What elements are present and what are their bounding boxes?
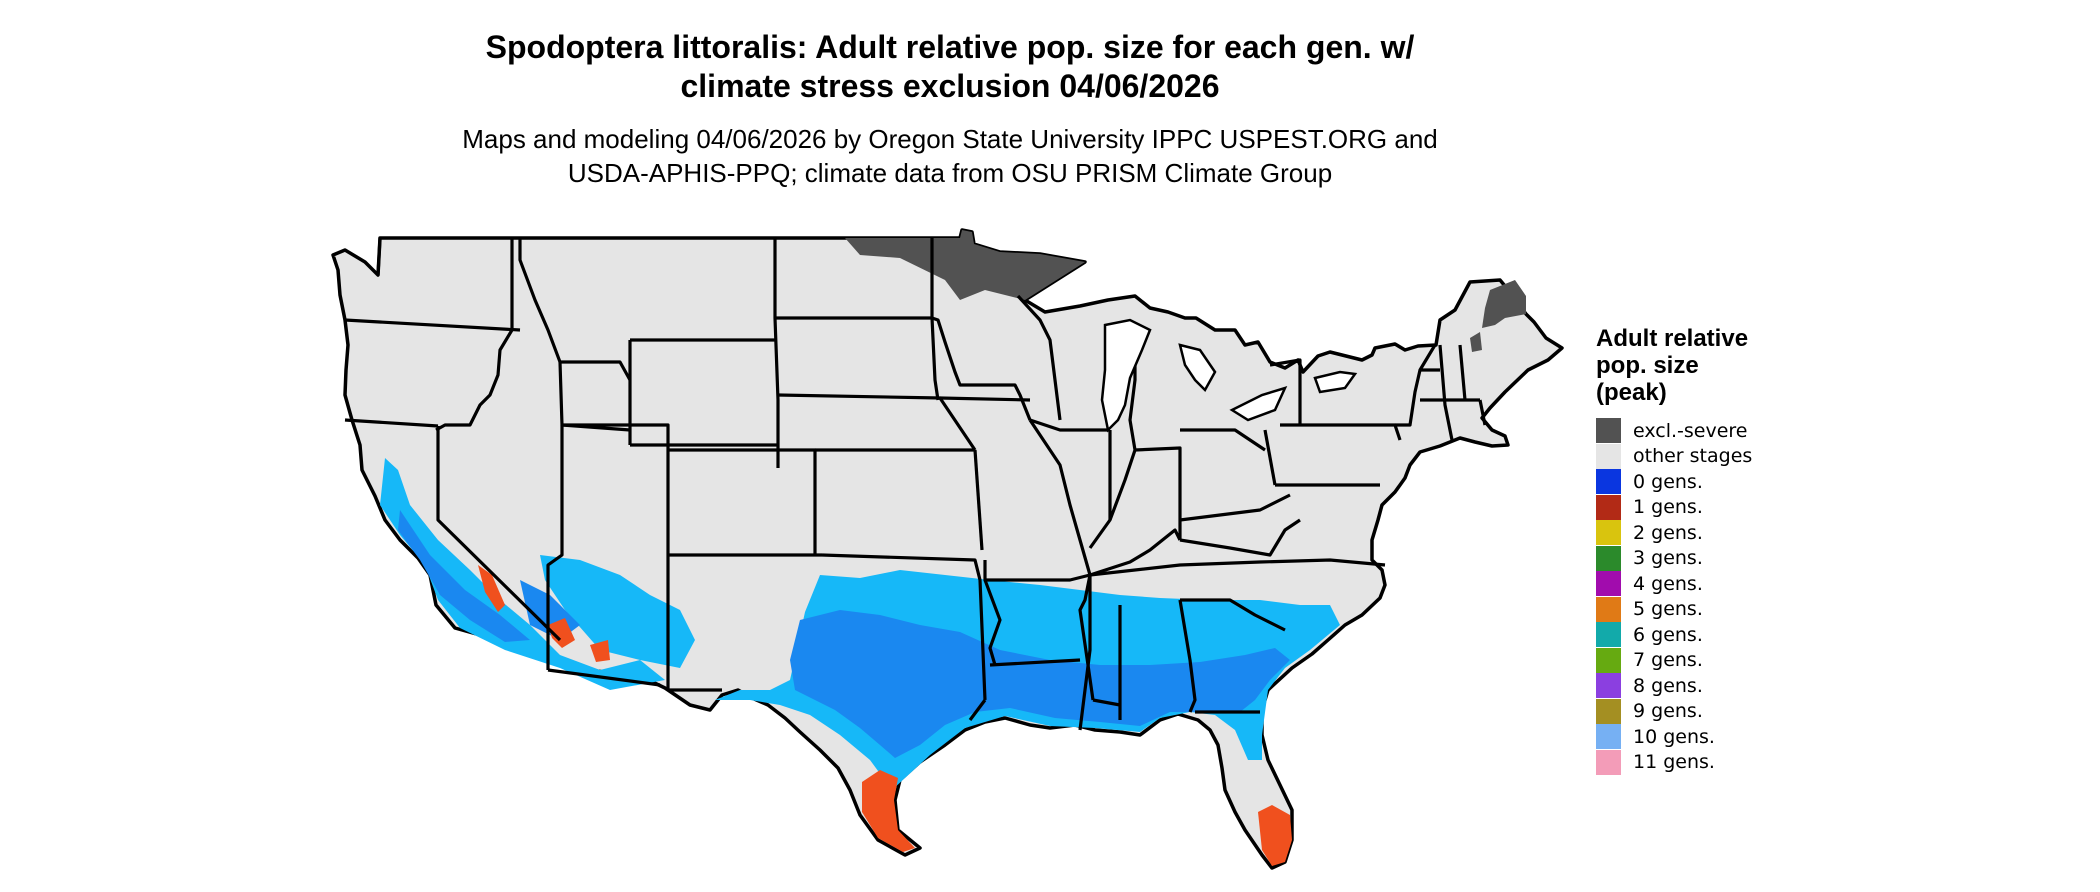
map-subtitle-line-1: Maps and modeling 04/06/2026 by Oregon S… [462, 124, 1438, 154]
legend-swatch [1596, 596, 1621, 622]
legend-swatch [1596, 647, 1621, 673]
legend-label: 7 gens. [1633, 649, 1703, 672]
legend-item: 3 gens. [1596, 545, 1752, 572]
legend-swatch [1596, 545, 1621, 571]
legend-item: 5 gens. [1596, 596, 1752, 623]
legend-item: other stages [1596, 443, 1753, 470]
legend-swatch [1596, 443, 1621, 469]
excluded-region-maine-small [1470, 332, 1482, 352]
legend-label: 4 gens. [1633, 572, 1703, 595]
legend-label: 8 gens. [1633, 674, 1703, 697]
band-southwest-light [540, 555, 695, 668]
legend-label: 11 gens. [1633, 751, 1715, 774]
legend-title: Adult relative pop. size (peak) [1596, 325, 1752, 406]
legend-swatch [1596, 673, 1621, 699]
legend-label: 6 gens. [1633, 623, 1703, 646]
excluded-region-maine [1482, 280, 1526, 328]
us-land [331, 228, 1564, 870]
legend-swatch [1596, 698, 1621, 724]
legend-swatch [1596, 749, 1621, 775]
legend-label: other stages [1633, 445, 1753, 468]
legend-label: 2 gens. [1633, 521, 1703, 544]
legend-label: 0 gens. [1633, 470, 1703, 493]
legend-title-line-1: Adult relative [1596, 325, 1749, 352]
legend-label: 9 gens. [1633, 700, 1703, 723]
legend-swatch [1596, 571, 1621, 597]
legend-label: excl.-severe [1633, 419, 1748, 442]
map-title-line-2: climate stress exclusion 04/06/2026 [680, 68, 1220, 104]
legend-title-line-3: (peak) [1596, 379, 1667, 406]
great-lakes [1100, 318, 1358, 433]
legend-item: 7 gens. [1596, 647, 1752, 674]
band-south-texas-tip [862, 770, 915, 852]
legend-item: 4 gens. [1596, 571, 1752, 597]
legend-label: 5 gens. [1633, 598, 1703, 621]
legend-swatch [1596, 494, 1621, 520]
legend-items: excl.-severe other stages 0 gens. 1 gens. 2 … [1596, 418, 1752, 775]
band-south-dark [790, 610, 1290, 758]
legend-label: 3 gens. [1633, 547, 1703, 570]
state-borders [344, 237, 1487, 731]
legend-item: 8 gens. [1596, 673, 1752, 699]
legend-item: excl.-severe [1596, 418, 1752, 444]
legend-item: 11 gens. [1596, 749, 1752, 776]
map-subtitle-line-2: USDA-APHIS-PPQ; climate data from OSU PR… [567, 158, 1333, 188]
legend-item: 0 gens. [1596, 469, 1752, 495]
legend-label: 10 gens. [1633, 725, 1715, 748]
excluded-region-north-minnesota [845, 230, 1085, 300]
band-south-florida-tip [1258, 805, 1292, 866]
legend-item: 2 gens. [1596, 520, 1752, 546]
legend-swatch [1596, 418, 1621, 444]
legend-title-line-2: pop. size [1596, 352, 1699, 379]
legend-swatch [1596, 622, 1621, 648]
map-title-line-1: Spodoptera littoralis: Adult relative po… [485, 29, 1415, 65]
legend: Adult relative pop. size (peak) excl.-se… [1596, 325, 1752, 775]
legend-swatch [1596, 469, 1621, 495]
legend-swatch [1596, 724, 1621, 750]
legend-swatch [1596, 520, 1621, 546]
legend-item: 6 gens. [1596, 622, 1752, 648]
legend-label: 1 gens. [1633, 496, 1703, 519]
legend-item: 9 gens. [1596, 698, 1752, 725]
legend-item: 1 gens. [1596, 494, 1752, 521]
legend-item: 10 gens. [1596, 724, 1752, 750]
band-california-hot-spots [478, 565, 610, 662]
